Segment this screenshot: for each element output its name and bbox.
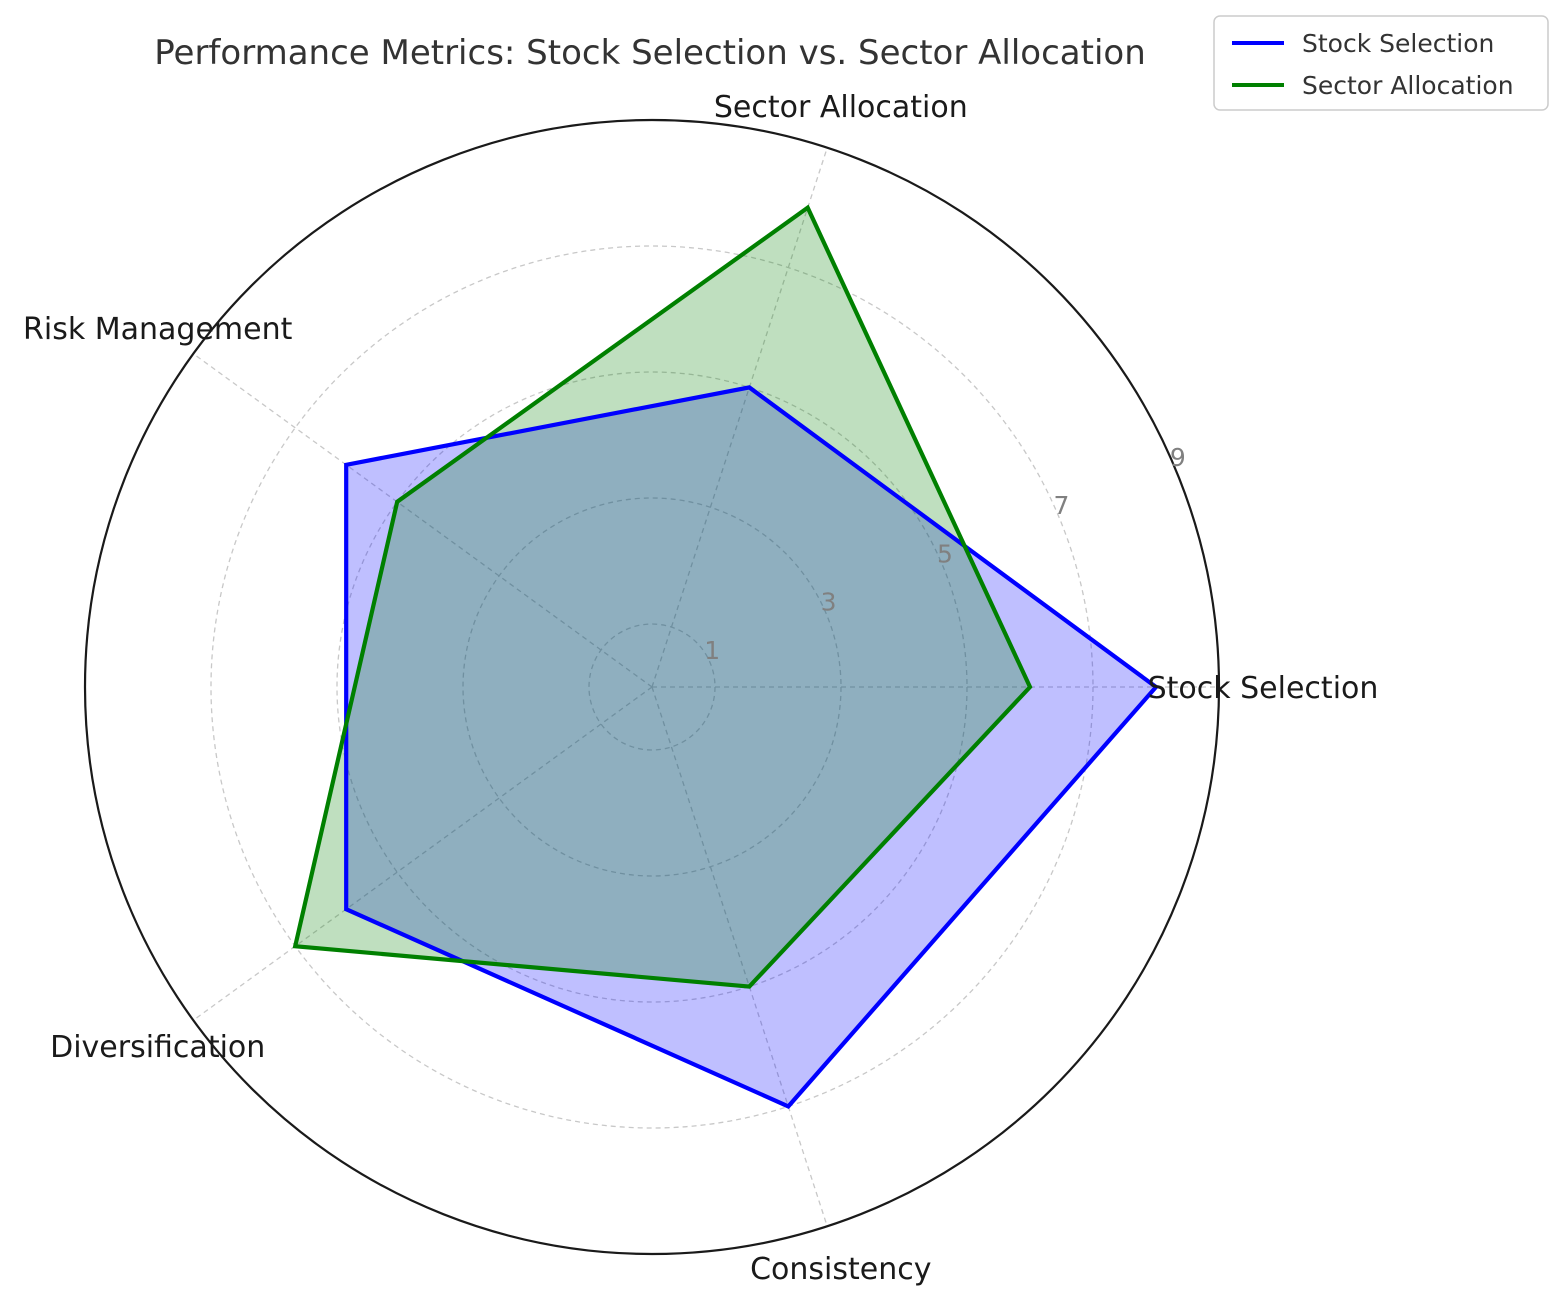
- category-label-diversification: Diversification: [50, 1030, 265, 1065]
- series-area-stock-selection: [346, 387, 1156, 1107]
- grid-ring-7: [210, 245, 1094, 1129]
- chart-title: Performance Metrics: Stock Selection vs.…: [154, 33, 1146, 73]
- category-label-sector-allocation: Sector Allocation: [714, 90, 968, 125]
- category-labels: Stock Selection Sector Allocation Risk Man…: [23, 90, 1378, 1287]
- series-area-sector-allocation: [295, 207, 1030, 987]
- spoke-consistency: [651, 686, 828, 1227]
- legend-frame: [1213, 15, 1549, 111]
- tick-label-9: 9: [1170, 443, 1186, 472]
- grid-ring-3: [462, 497, 842, 877]
- spoke-sector-allocation: [651, 147, 828, 688]
- series-line-sector-allocation: [292, 204, 1033, 989]
- tick-label-5: 5: [937, 540, 953, 569]
- legend-label-sector-allocation: Sector Allocation: [1302, 71, 1514, 100]
- tick-label-1: 1: [704, 636, 720, 665]
- tick-label-3: 3: [821, 588, 837, 617]
- spoke-diversification: [192, 686, 653, 1021]
- radial-tick-labels: 1 3 5 7 9: [704, 443, 1186, 665]
- spoke-risk-management: [192, 353, 653, 688]
- legend-label-stock-selection: Stock Selection: [1302, 29, 1494, 58]
- category-label-risk-management: Risk Management: [23, 312, 293, 347]
- grid-ring-5: [336, 371, 968, 1003]
- outer-ring: [83, 118, 1221, 1256]
- series-layer: [292, 204, 1160, 1109]
- grid-ring-1: [588, 623, 716, 751]
- category-label-consistency: Consistency: [750, 1252, 931, 1287]
- series-line-stock-selection: [344, 385, 1160, 1109]
- category-label-stock-selection: Stock Selection: [1148, 671, 1379, 706]
- legend: Stock Selection Sector Allocation: [1213, 15, 1549, 111]
- radar-grid: [83, 118, 1221, 1256]
- tick-label-7: 7: [1053, 491, 1069, 520]
